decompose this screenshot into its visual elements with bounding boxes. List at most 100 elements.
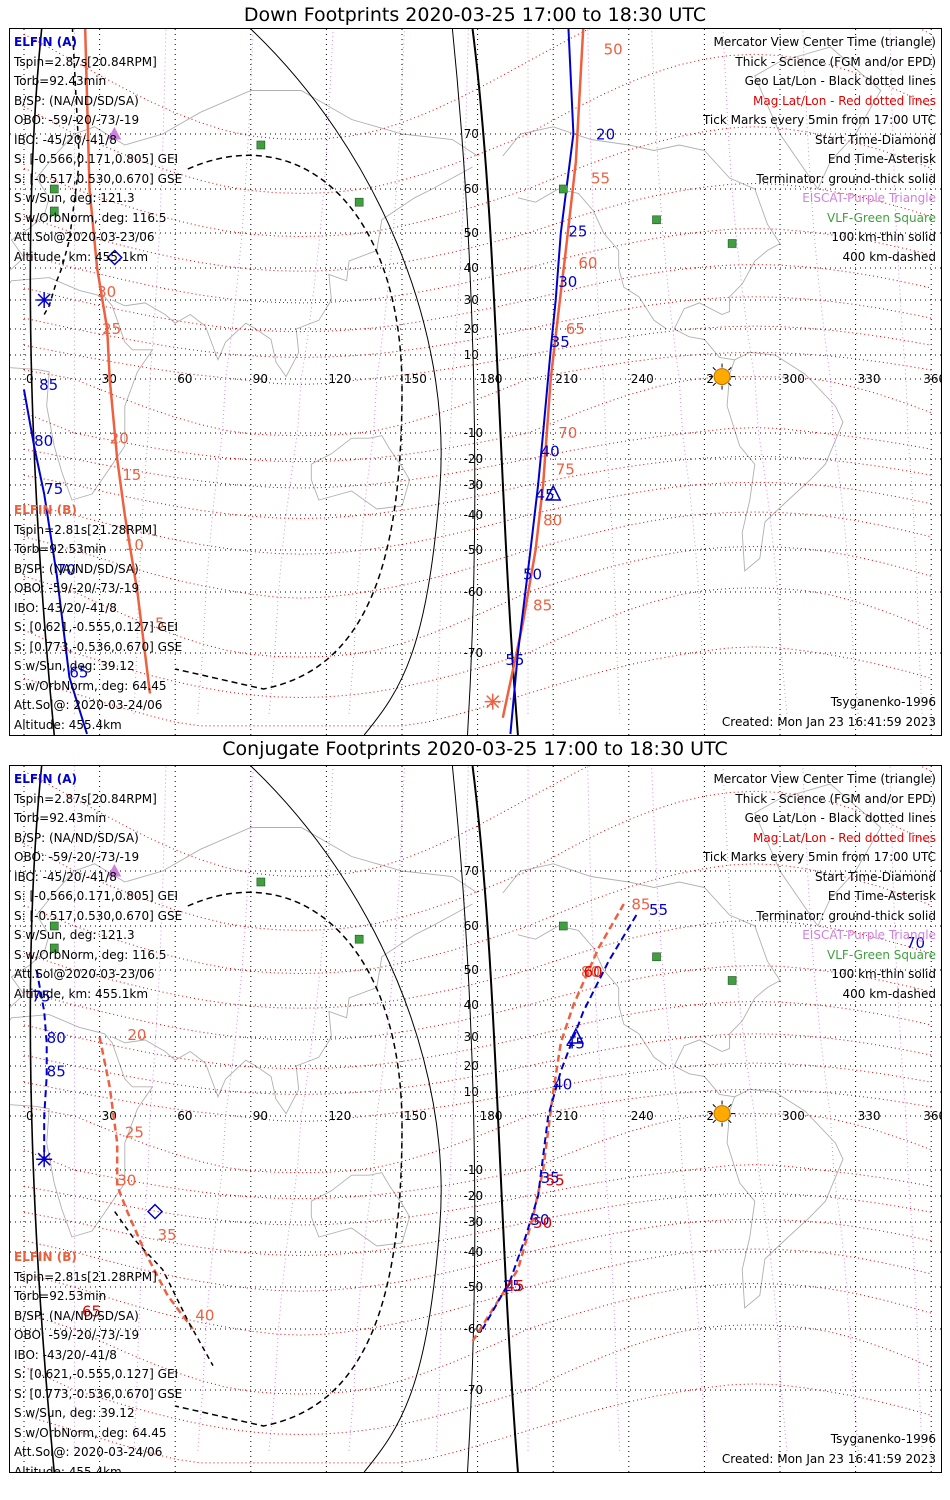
lon-tick-label: 330 — [858, 372, 881, 386]
elfin-b-line: S w/Sun, deg: 39.12 — [14, 1406, 135, 1420]
lat-tick-label: 10 — [464, 348, 479, 362]
elfin-b-line: Torb=92.53min — [14, 1289, 107, 1303]
elfin-a-time-label: 20 — [596, 126, 615, 144]
elfin-a-line: IBO: -45/20/-41/8 — [14, 132, 117, 147]
legend-line: VLF-Green Square — [827, 210, 936, 225]
elfin-b-line: S: [0.773,-0.536,0.670] GSE — [14, 1386, 183, 1401]
elfin-b-time-label: 70 — [558, 424, 577, 442]
lat-tick-label: 40 — [464, 261, 479, 275]
vlf-square-icon — [49, 921, 59, 931]
altitude-400km-line — [175, 891, 403, 1427]
elfin-b-time-label: 20 — [110, 429, 129, 447]
elfin-b-time-label: 50 — [533, 1214, 552, 1232]
elfin-a-line: OBO: -59/-20/-73/-19 — [14, 113, 140, 127]
elfin-a-line: Torb=92.43min — [14, 811, 107, 825]
elfin-b-time-label: 30 — [97, 283, 116, 301]
legend-line: 100 km-thin solid — [831, 967, 936, 981]
legend-line: End Time-Asterisk — [827, 889, 936, 903]
elfin-a-line: Att.Sol@2020-03-23/06 — [14, 230, 155, 244]
mag-meridian — [651, 29, 708, 714]
mag-parallel — [23, 351, 932, 437]
terminator-line — [471, 29, 519, 735]
mag-parallel — [23, 1383, 932, 1464]
lon-tick-label: 0 — [26, 1109, 34, 1123]
elfin-b-time-label: 65 — [566, 320, 585, 338]
model-name: Tsyganenko-1996 — [830, 1432, 936, 1446]
map-legend: Mercator View Center Time (triangle) Thi… — [703, 33, 936, 267]
lat-tick-label: -30 — [464, 478, 484, 492]
elfin-b-time-label: 50 — [604, 40, 623, 58]
elfin-b-header: ELFIN (B) — [14, 1250, 77, 1264]
sun-ray — [728, 367, 732, 371]
elfin-a-line: Tspin=2.87s[20.84RPM] — [14, 791, 157, 806]
elfin-b-time-label: 45 — [505, 1277, 524, 1295]
elfin-a-line: B/SP: (NA/ND/SD/SA) — [14, 93, 139, 108]
mag-meridian — [802, 29, 859, 714]
altitude-100km-line — [250, 29, 442, 735]
elfin-b-time-label: 55 — [546, 1172, 565, 1190]
elfin-b-line: IBO: -43/20/-41/8 — [14, 600, 117, 615]
lat-tick-label: 10 — [464, 1085, 479, 1099]
start-diamond-icon — [106, 249, 123, 266]
lon-tick-label: 150 — [404, 372, 427, 386]
elfin-a-time-label: 75 — [32, 988, 51, 1006]
coastline — [112, 903, 473, 1115]
elfin-b-time-label: 30 — [117, 1172, 136, 1190]
model-name: Tsyganenko-1996 — [830, 695, 936, 709]
coastline — [754, 46, 882, 190]
coastline — [310, 435, 411, 510]
terminator-line — [471, 766, 519, 1472]
elfin-b-line: Att.Sol@: 2020-03-24/06 — [14, 698, 163, 712]
elfin-a-line: Altitude, km: 455.1km — [14, 986, 149, 1001]
sun-ray — [712, 382, 717, 387]
legend-line: Geo Lat/Lon - Black dotted lines — [744, 74, 936, 88]
elfin-b-line: S w/OrbNorm, deg: 64.45 — [14, 1425, 167, 1440]
legend-line: Mercator View Center Time (triangle) — [713, 35, 936, 49]
lat-tick-label: 50 — [464, 963, 479, 977]
coastline — [10, 827, 478, 1009]
mag-parallel — [23, 1033, 932, 1095]
elfin-b-info: ELFIN (B) Tspin=2.81s[21.28RPM] Torb=92.… — [14, 501, 182, 735]
elfin-b-line: S: [0.621,-0.555,0.127] GEI — [14, 1367, 179, 1381]
elfin-a-time-label: 85 — [39, 376, 58, 394]
lat-tick-label: 50 — [464, 226, 479, 240]
sun-icon — [713, 1105, 731, 1123]
elfin-a-line: S: [-0.566,0.171,0.805] GEI — [14, 152, 179, 166]
elfin-a-time-label: 35 — [541, 1169, 560, 1187]
elfin-a-time-label: 25 — [503, 1277, 522, 1295]
coastline — [10, 1014, 154, 1238]
mag-meridian — [197, 766, 254, 1451]
elfin-a-line: S w/OrbNorm, deg: 116.5 — [14, 210, 167, 225]
lon-tick-label: 360 — [923, 372, 941, 386]
legend-line: Terminator: ground-thick solid — [756, 171, 936, 186]
elfin-b-time-label: 65 — [82, 1302, 101, 1320]
vlf-square-icon — [558, 184, 568, 194]
mag-parallel — [23, 919, 932, 1009]
coastline — [754, 783, 882, 927]
mag-parallel — [23, 376, 932, 463]
elfin-a-time-label: 25 — [568, 223, 587, 241]
elfin-b-time-label: 60 — [583, 963, 602, 981]
lat-tick-label: 20 — [464, 1059, 479, 1073]
elfin-b-time-label: 80 — [543, 512, 562, 530]
elfin-a-time-label: 80 — [34, 432, 53, 450]
elfin-a-line: S w/Sun, deg: 121.3 — [14, 928, 135, 942]
altitude-400km-line — [175, 154, 403, 690]
lat-tick-label: -40 — [464, 1245, 484, 1259]
elfin-a-time-label: 65 — [69, 663, 88, 681]
legend-line: Mag Lat/Lon - Red dotted lines — [752, 93, 936, 108]
lon-tick-label: 360 — [923, 1109, 941, 1123]
elfin-b-time-label: 75 — [556, 461, 575, 479]
elfin-a-track — [23, 389, 88, 735]
elfin-b-line: S: [0.773,-0.536,0.670] GSE — [14, 639, 183, 654]
elfin-a-time-label: 40 — [553, 1075, 572, 1093]
altitude-100km-line — [250, 766, 442, 1472]
vlf-square-icon — [49, 184, 59, 194]
legend-line: 100 km-thin solid — [831, 230, 936, 244]
lat-tick-label: -50 — [464, 543, 484, 557]
mag-parallel — [23, 1248, 932, 1336]
lon-tick-label: 210 — [555, 372, 578, 386]
elfin-b-time-label: 25 — [102, 320, 121, 338]
elfin-b-line: IBO: -43/20/-41/8 — [14, 1347, 117, 1362]
vlf-square-icon — [727, 239, 737, 248]
